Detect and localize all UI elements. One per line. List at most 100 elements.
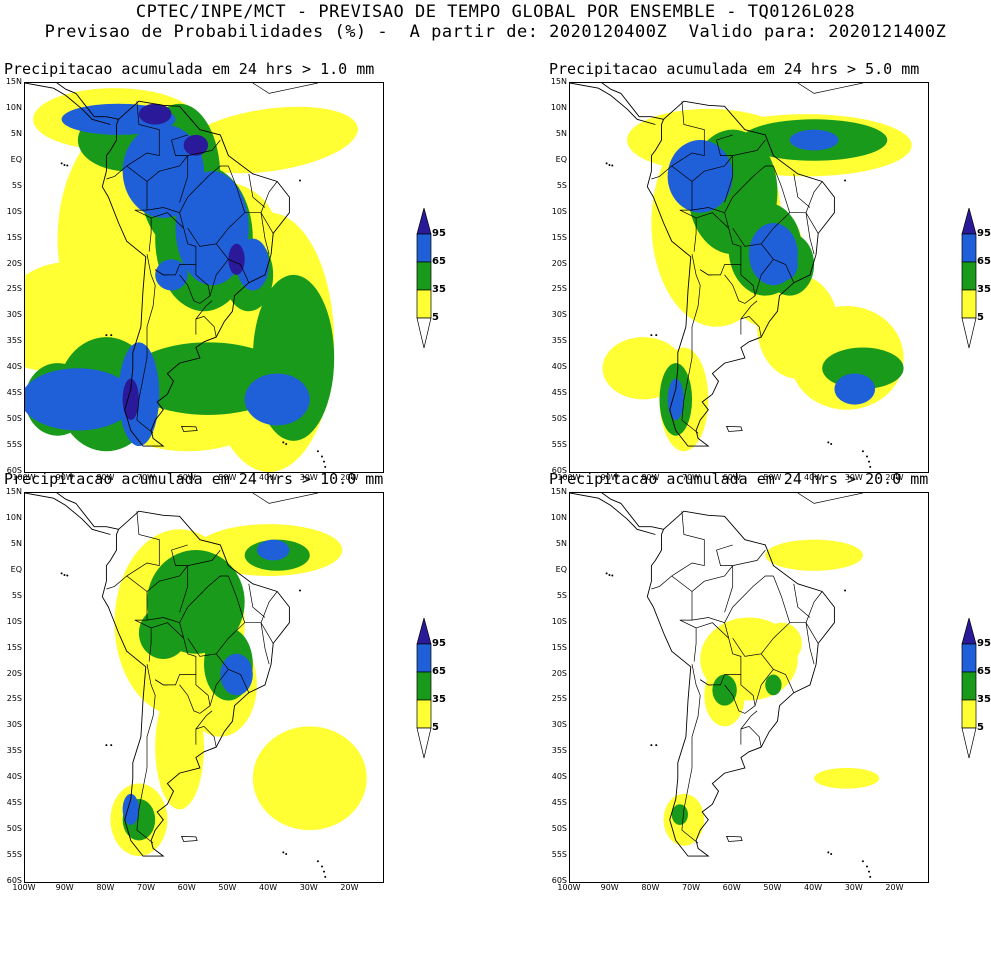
island <box>320 455 323 458</box>
island <box>655 744 658 747</box>
legend-label: 65 <box>977 256 991 267</box>
latitude-tick-label: 15N <box>5 77 22 86</box>
falkland-islands <box>725 425 743 432</box>
longitude-tick-label: 80W <box>641 883 660 892</box>
probability-area-1 <box>814 767 880 789</box>
island <box>282 441 285 444</box>
island <box>66 574 69 577</box>
latitude-tick-label: 10N <box>550 102 567 112</box>
country-border <box>695 622 742 686</box>
falkland-islands <box>180 835 198 842</box>
legend-swatch <box>416 699 432 729</box>
legend-swatch <box>961 643 977 673</box>
latitude-tick-label: 60S <box>6 466 22 475</box>
latitude-tick-label: 15S <box>6 642 22 652</box>
latitude-tick-label: 45S <box>551 388 567 398</box>
country-border <box>195 316 217 338</box>
island <box>650 744 653 747</box>
probability-area-2 <box>138 607 188 659</box>
longitude-tick-label: 70W <box>681 883 701 892</box>
country-border <box>805 181 823 213</box>
country-border <box>724 575 774 623</box>
longitude-tick-label: 30W <box>844 473 863 482</box>
country-border <box>754 259 774 296</box>
latitude-tick-label: 55S <box>6 850 22 860</box>
probability-area-4 <box>183 134 209 156</box>
latitude-tick-label: 25S <box>6 284 22 294</box>
country-border <box>805 212 815 255</box>
country-border <box>724 155 734 203</box>
country-border <box>793 583 811 618</box>
latitude-tick-label: 60S <box>551 466 567 475</box>
country-border <box>681 254 701 434</box>
longitude-tick-label: 20W <box>340 883 359 892</box>
longitude-tick-label: 100W <box>12 473 36 482</box>
latitude-tick-label: 5N <box>10 128 22 138</box>
country-border <box>805 591 823 623</box>
probability-area-2 <box>765 674 782 696</box>
latitude-tick-label: 20S <box>551 258 567 268</box>
country-border <box>651 101 705 180</box>
probability-area-3 <box>220 653 253 696</box>
latitude-tick-label: 15N <box>550 487 567 496</box>
legend-swatch <box>961 261 977 291</box>
country-border <box>209 259 229 296</box>
island <box>608 573 611 576</box>
latitude-tick-label: EQ <box>555 564 567 574</box>
latitude-tick-label: 5N <box>10 538 22 548</box>
island <box>650 334 653 337</box>
longitude-tick-label: 80W <box>641 473 660 482</box>
country-border <box>146 617 185 639</box>
latitude-tick-label: 30S <box>6 310 22 320</box>
latitude-tick-label: 5S <box>556 180 567 190</box>
longitude-tick-label: 80W <box>96 473 115 482</box>
country-border <box>136 664 156 844</box>
longitude-tick-label: 40W <box>259 883 278 892</box>
island <box>830 442 833 445</box>
country-border <box>724 674 756 714</box>
probability-area-1 <box>761 622 802 665</box>
latitude-tick-label: 40S <box>6 772 22 782</box>
latitude-tick-label: 35S <box>6 336 22 346</box>
legend-swatch <box>416 643 432 673</box>
longitude-tick-label: 50W <box>763 883 782 892</box>
south-america-coastline <box>646 510 835 857</box>
island <box>611 574 614 577</box>
country-border <box>260 622 270 665</box>
latitude-tick-label: 50S <box>6 824 22 834</box>
latitude-tick-label: 40S <box>551 772 567 782</box>
latitude-tick-label: EQ <box>10 564 22 574</box>
country-border <box>150 212 197 276</box>
legend-swatch <box>961 289 977 319</box>
legend-label: 35 <box>432 284 446 295</box>
probability-map <box>24 492 384 883</box>
latitude-tick-label: 5S <box>11 590 22 600</box>
country-border <box>793 173 811 208</box>
longitude-tick-label: 50W <box>218 473 237 482</box>
longitude-tick-label: 20W <box>885 883 904 892</box>
latitude-tick-label: 35S <box>551 746 567 756</box>
legend-swatch <box>416 233 432 263</box>
country-border <box>146 565 188 592</box>
longitude-tick-label: 50W <box>218 883 237 892</box>
probability-area-3 <box>236 238 270 291</box>
color-legend: 95 65 35 5 <box>416 206 446 357</box>
falkland-islands <box>725 835 743 842</box>
south-america-coastline <box>101 510 290 857</box>
probability-area-1 <box>180 106 358 174</box>
island <box>299 179 302 182</box>
latitude-tick-label: 50S <box>551 824 567 834</box>
country-border <box>155 679 168 686</box>
country-border <box>724 165 774 213</box>
legend-swatch <box>961 727 977 759</box>
longitude-tick-label: 30W <box>299 883 318 892</box>
probability-area-3 <box>122 793 139 825</box>
legend-label: 5 <box>977 312 984 323</box>
island <box>105 744 108 747</box>
panel-title: Precipitacao acumulada em 24 hrs > 5.0 m… <box>549 60 920 78</box>
island <box>299 589 302 592</box>
country-border <box>195 726 217 748</box>
country-border <box>691 617 730 639</box>
latitude-tick-label: 5S <box>11 180 22 190</box>
probability-area-2 <box>712 674 737 706</box>
